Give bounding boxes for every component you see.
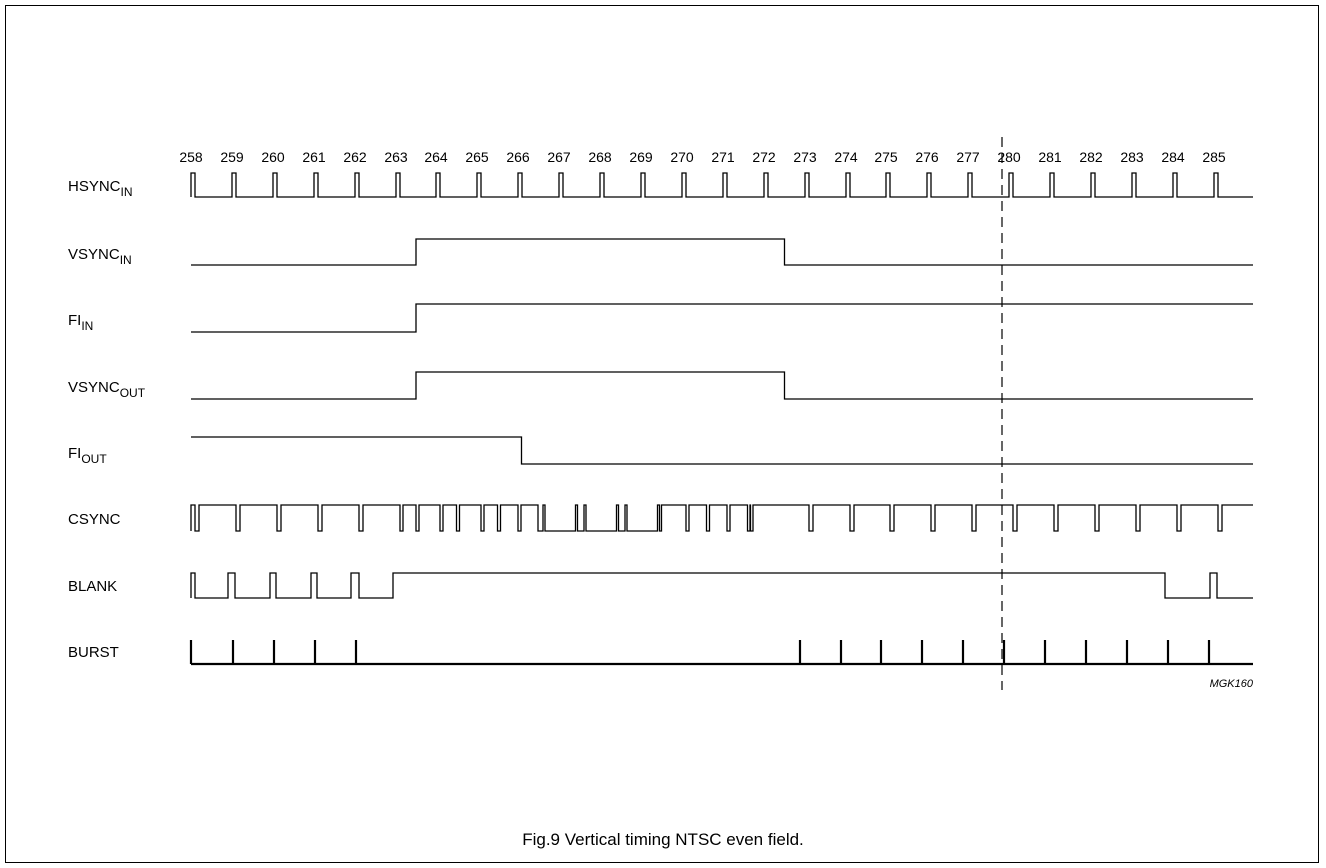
- line-number-label: 270: [670, 149, 694, 165]
- line-number-label: 283: [1120, 149, 1144, 165]
- line-number-label: 273: [793, 149, 817, 165]
- line-number-label: 282: [1079, 149, 1103, 165]
- line-number-label: 266: [506, 149, 530, 165]
- line-number-label: 281: [1038, 149, 1062, 165]
- waveform-csync: [190, 504, 1253, 532]
- figure-caption: Fig.9 Vertical timing NTSC even field.: [522, 830, 804, 849]
- line-number-label: 277: [956, 149, 980, 165]
- waveform-vsync-in: [191, 238, 1253, 266]
- waveform-burst: [189, 640, 1253, 666]
- signal-label-blank: BLANK: [68, 578, 117, 595]
- line-number-label: 284: [1161, 149, 1185, 165]
- signal-label-vsync-out: VSYNCOUT: [68, 379, 146, 400]
- signal-label-fi-out: FIOUT: [68, 445, 107, 466]
- line-number-label: 268: [588, 149, 612, 165]
- line-number-label: 275: [874, 149, 898, 165]
- signal-labels: HSYNCIN VSYNCIN FIIN VSYNCOUT FIOUT CSYNC BLAN…: [68, 178, 146, 661]
- line-number-label: 258: [179, 149, 203, 165]
- signal-label-burst: BURST: [68, 644, 119, 661]
- line-number-label: 269: [629, 149, 653, 165]
- waveform-fi-out: [191, 436, 1253, 465]
- line-number-label: 261: [302, 149, 326, 165]
- line-number-label: 264: [424, 149, 448, 165]
- signal-label-csync: CSYNC: [68, 511, 121, 528]
- line-number-label: 271: [711, 149, 735, 165]
- line-number-label: 263: [384, 149, 408, 165]
- figure-code: MGK160: [1210, 678, 1254, 690]
- waveform-blank: [190, 572, 1253, 599]
- line-number-label: 274: [834, 149, 858, 165]
- waveform-hsync-in: [190, 172, 1253, 198]
- waveforms: [189, 172, 1253, 666]
- signal-label-hsync-in: HSYNCIN: [68, 178, 133, 199]
- signal-label-fi-in: FIIN: [68, 312, 93, 333]
- line-number-label: 285: [1202, 149, 1226, 165]
- waveform-vsync-out: [191, 371, 1253, 400]
- figure-frame: [5, 5, 1319, 863]
- line-number-label: 262: [343, 149, 367, 165]
- line-number-label: 260: [261, 149, 285, 165]
- line-number-label: 276: [915, 149, 939, 165]
- line-number-label: 272: [752, 149, 776, 165]
- line-number-label: 265: [465, 149, 489, 165]
- line-number-label: 280: [997, 149, 1021, 165]
- line-number-row: 258 259 260 261 262 263 264 265 266 267 268 269 270 2…: [179, 149, 1226, 165]
- line-number-label: 259: [220, 149, 244, 165]
- line-number-label: 267: [547, 149, 571, 165]
- waveform-fi-in: [191, 303, 1253, 333]
- signal-label-vsync-in: VSYNCIN: [68, 246, 132, 267]
